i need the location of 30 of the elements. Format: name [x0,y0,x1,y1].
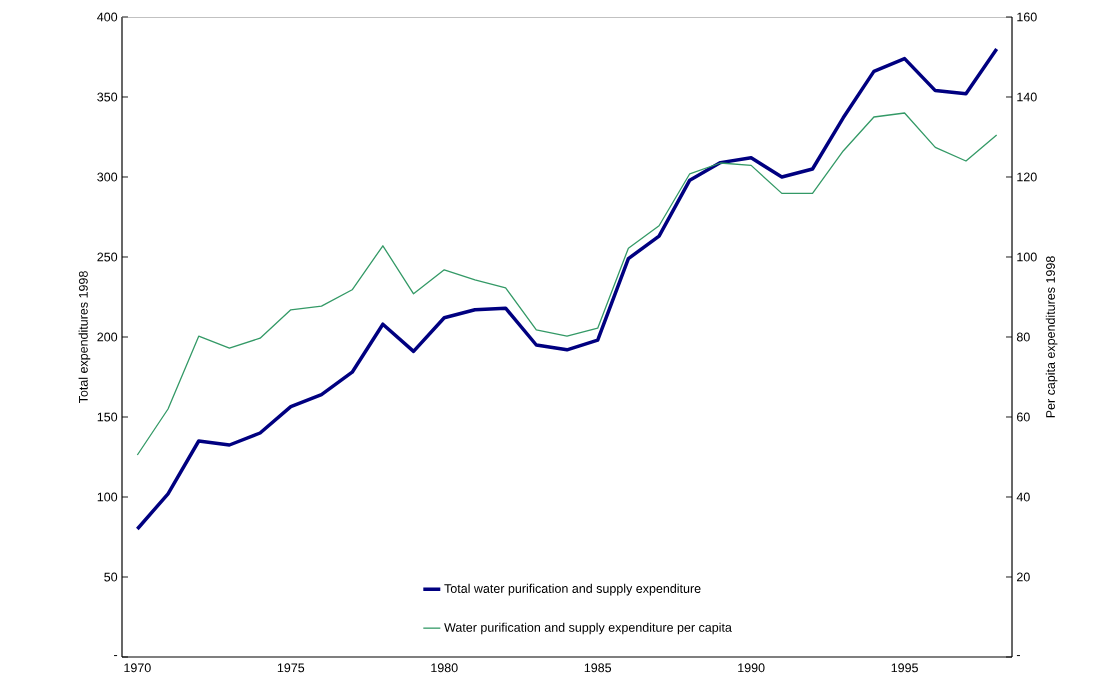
y2-tick-label: 160 [1017,12,1037,22]
y-tick-label: 150 [97,412,118,422]
y2-tick-label: 20 [1017,572,1030,582]
x-tick-label: 1990 [738,663,765,673]
y2-tick-label: - [1016,655,1020,657]
y-tick-label: - [114,655,118,657]
line-series [135,47,999,531]
x-tick-label: 1975 [277,663,305,673]
y2-axis-title: Per capita expenditures 1998 [1045,256,1058,418]
line-series [136,112,998,456]
y2-tick-label: 120 [1017,172,1037,182]
x-tick-label: 1985 [584,663,612,673]
x-tick-label: 1970 [124,663,151,673]
y2-tick-label: 100 [1017,252,1037,262]
legend-label: Total water purification and supply expenditure [444,583,701,596]
y-tick-label: 350 [97,92,118,102]
x-tick-label: 1995 [891,663,918,673]
y-tick-label: 200 [97,332,118,342]
legend-label: Water purification and supply expenditure per capita [444,622,732,635]
y2-tick-label: 140 [1017,92,1037,102]
y-tick-label: 50 [104,572,118,582]
y2-tick-label: 60 [1017,412,1030,422]
y2-tick-label: 40 [1016,492,1030,502]
y2-tick-label: 80 [1016,332,1030,342]
y-tick-label: 400 [97,12,118,22]
x-tick-label: 1980 [431,663,458,673]
y-tick-label: 250 [97,252,118,262]
y-tick-label: 300 [97,172,118,182]
y-axis-title: Total expenditures 1998 [78,271,91,404]
y-tick-label: 100 [97,492,118,502]
